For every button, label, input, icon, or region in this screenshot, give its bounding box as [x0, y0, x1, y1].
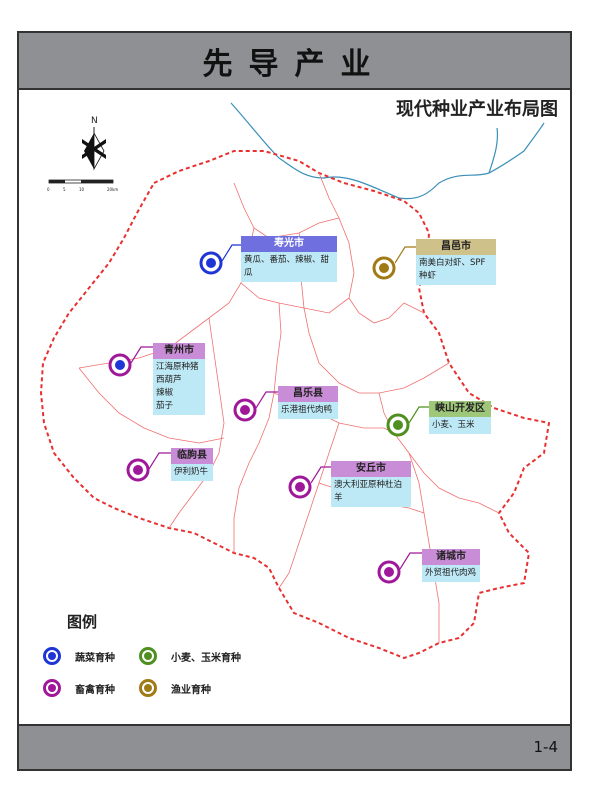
callout-zhucheng: 诸城市 外贸祖代肉鸡	[422, 549, 480, 582]
legend-item-fishery: 渔业育种	[139, 679, 211, 697]
scale-bar: 0 5 10 20km	[47, 179, 118, 192]
callout-changyi: 昌邑市 南美白对虾、SPF种虾	[416, 239, 496, 285]
leader-shouguang	[222, 244, 242, 262]
callout-name: 昌乐县	[278, 386, 338, 402]
callout-desc: 澳大利亚原种杜泊羊	[331, 477, 411, 507]
callout-name: 峡山开发区	[429, 401, 491, 417]
callout-changle: 昌乐县 乐港祖代肉鸭	[278, 386, 338, 419]
outer-boundary	[39, 150, 551, 660]
callout-name: 寿光市	[241, 236, 337, 252]
legend-vegetable-icon	[43, 647, 61, 665]
callout-linqu: 临朐县 伊利奶牛	[171, 448, 213, 481]
marker-zhucheng	[377, 560, 401, 584]
callout-name: 安丘市	[331, 461, 411, 477]
callout-qingzhou: 青州市 江海原种猪 西葫芦 辣椒 茄子	[153, 343, 205, 415]
marker-xiashan	[386, 413, 410, 437]
desc-line: 茄子	[156, 401, 174, 411]
map-subtitle: 现代种业产业布局图	[396, 99, 558, 120]
legend-item-grain: 小麦、玉米育种	[139, 647, 241, 665]
scale-tick-0: 0	[47, 187, 50, 192]
callout-shouguang: 寿光市 黄瓜、番茄、辣椒、甜瓜	[241, 236, 337, 282]
legend-grain-icon	[139, 647, 157, 665]
callout-anqiu: 安丘市 澳大利亚原种杜泊羊	[331, 461, 411, 507]
leader-changle	[256, 391, 280, 409]
legend-title: 图例	[67, 613, 98, 631]
leader-xiashan	[409, 406, 431, 424]
legend-fishery-icon	[139, 679, 157, 697]
page-number: 1-4	[533, 738, 559, 756]
legend-label: 畜禽育种	[75, 684, 115, 696]
map-frame: 先导产业 现代种业产业布局图 N	[17, 31, 572, 771]
desc-line: 辣椒	[156, 388, 174, 398]
marker-changyi	[372, 256, 396, 280]
footer-bar: 1-4	[19, 724, 570, 769]
leader-linqu	[149, 452, 173, 470]
legend-label: 渔业育种	[171, 684, 211, 696]
scale-tick-3: 20km	[107, 187, 118, 192]
scale-tick-1: 5	[63, 187, 66, 192]
legend-item-vegetable: 蔬菜育种	[43, 647, 115, 665]
callout-desc: 江海原种猪 西葫芦 辣椒 茄子	[153, 359, 205, 415]
marker-linqu	[126, 458, 150, 482]
callout-desc: 黄瓜、番茄、辣椒、甜瓜	[241, 252, 337, 282]
leader-anqiu	[311, 466, 333, 484]
header-bar: 先导产业	[19, 33, 570, 90]
desc-line: 西葫芦	[156, 375, 182, 385]
callout-desc: 乐港祖代肉鸭	[278, 402, 338, 419]
leader-zhucheng	[400, 552, 424, 570]
callout-name: 青州市	[153, 343, 205, 359]
callout-desc: 伊利奶牛	[171, 464, 213, 481]
leader-changyi	[395, 246, 417, 264]
legend-livestock-icon	[43, 679, 61, 697]
marker-changle	[233, 398, 257, 422]
callout-desc: 外贸祖代肉鸡	[422, 565, 480, 582]
leader-qingzhou	[131, 346, 155, 364]
callout-name: 临朐县	[171, 448, 213, 464]
marker-anqiu	[288, 475, 312, 499]
marker-shouguang	[199, 251, 223, 275]
legend-label: 蔬菜育种	[75, 652, 115, 664]
legend-label: 小麦、玉米育种	[171, 652, 241, 664]
scale-tick-2: 10	[79, 187, 85, 192]
desc-line: 江海原种猪	[156, 362, 199, 372]
callout-desc: 小麦、玉米	[429, 417, 491, 434]
callout-name: 昌邑市	[416, 239, 496, 255]
callout-xiashan: 峡山开发区 小麦、玉米	[429, 401, 491, 434]
coastline-river	[230, 102, 545, 200]
page-title: 先导产业	[202, 46, 387, 82]
north-arrow: N	[79, 111, 139, 205]
north-label: N	[91, 116, 98, 126]
callout-name: 诸城市	[422, 549, 480, 565]
legend-item-livestock: 畜禽育种	[43, 679, 115, 697]
north-arrow-icon: N	[82, 116, 106, 171]
marker-qingzhou	[108, 353, 132, 377]
callout-desc: 南美白对虾、SPF种虾	[416, 255, 496, 285]
